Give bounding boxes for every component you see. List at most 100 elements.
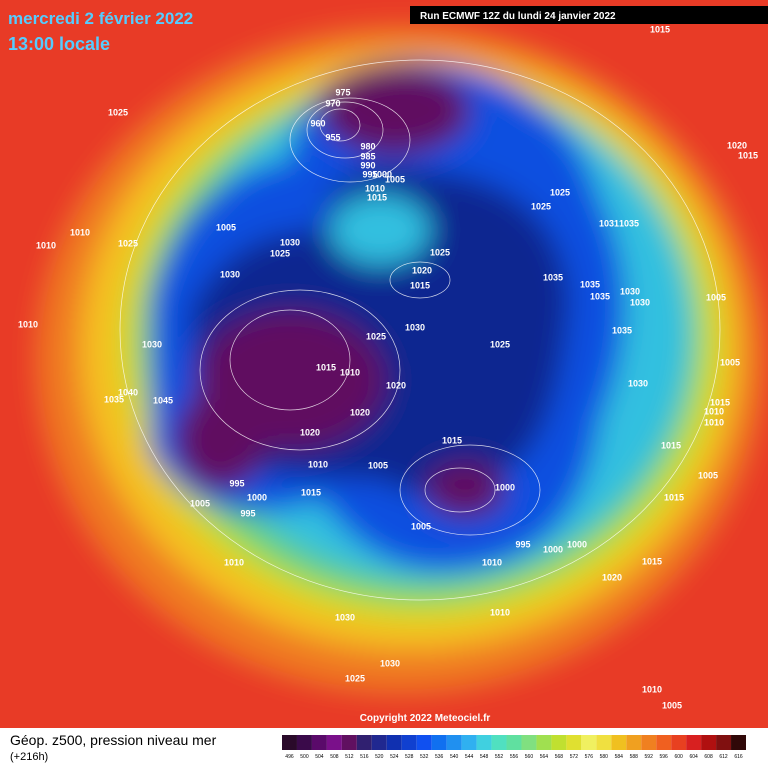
isobar-label: 1035 [612, 325, 632, 335]
scale-label: 540 [450, 754, 459, 760]
isobar-label: 1040 [118, 387, 138, 397]
isobar-label: 960 [310, 118, 325, 128]
legend-title: Géop. z500, pression niveau mer [10, 732, 217, 748]
isobar-label: 1035 [543, 272, 563, 282]
scale-label: 500 [300, 754, 309, 760]
scale-label: 552 [495, 754, 504, 760]
isobar-label: 1030 [335, 612, 355, 622]
isobar-label: 1005 [720, 357, 740, 367]
scale-label: 600 [674, 754, 683, 760]
scale-label: 528 [405, 754, 414, 760]
isobar-label: 1010 [308, 459, 328, 469]
scale-swatch [461, 735, 477, 750]
scale-swatch [596, 735, 612, 750]
scale-label: 588 [630, 754, 639, 760]
scale-label: 496 [285, 754, 294, 760]
isobar-label: 1025 [430, 247, 450, 257]
scale-label: 576 [585, 754, 594, 760]
scale-swatch [476, 735, 492, 750]
isobar-label: 1010 [642, 684, 662, 694]
scale-swatch [386, 735, 402, 750]
scale-swatch [341, 735, 357, 750]
scale-swatch [671, 735, 687, 750]
isobar-label: 1010 [224, 557, 244, 567]
isobar-label: 1000 [495, 482, 515, 492]
isobar-label: 985 [360, 151, 375, 161]
isobar-label: 1010 [490, 607, 510, 617]
scale-label: 592 [645, 754, 654, 760]
scale-label: 508 [330, 754, 339, 760]
scale-label: 604 [689, 754, 698, 760]
scale-label: 548 [480, 754, 489, 760]
isobar-label: 1010 [18, 319, 38, 329]
scale-swatch [566, 735, 582, 750]
isobar-label: 1010 [704, 406, 724, 416]
scale-swatch [611, 735, 627, 750]
isobar-label: 1030 [628, 378, 648, 388]
isobar-label: 1030 [220, 269, 240, 279]
isobar-label: 1005 [411, 521, 431, 531]
isobar-label: 1031 [599, 218, 619, 228]
scale-swatch [282, 735, 297, 750]
scale-swatch [656, 735, 672, 750]
scale-swatch [536, 735, 552, 750]
isobar-label: 1020 [602, 572, 622, 582]
scale-label: 520 [375, 754, 384, 760]
time-title: 13:00 locale [8, 34, 110, 54]
isobar-label: 1005 [698, 470, 718, 480]
isobar-label: 1025 [550, 187, 570, 197]
scale-swatch [506, 735, 522, 750]
isobar-label: 1035 [580, 279, 600, 289]
isobar-label: 1010 [704, 417, 724, 427]
scale-label: 596 [660, 754, 669, 760]
isobar-label: 1015 [661, 440, 681, 450]
scale-label: 612 [719, 754, 728, 760]
isobar-label: 1025 [108, 107, 128, 117]
isobar-label: 1015 [650, 24, 670, 34]
copyright: Copyright 2022 Meteociel.fr [360, 713, 491, 724]
isobar-label: 1045 [153, 395, 173, 405]
isobar-label: 970 [325, 98, 340, 108]
scale-swatch [641, 735, 657, 750]
isobar-label: 1030 [630, 297, 650, 307]
scale-swatch [326, 735, 342, 750]
isobar-label: 1015 [642, 556, 662, 566]
run-label: Run ECMWF 12Z du lundi 24 janvier 2022 [420, 11, 616, 22]
scale-label: 536 [435, 754, 444, 760]
scale-label: 616 [734, 754, 743, 760]
isobar-label: 1005 [706, 292, 726, 302]
isobar-label: 1015 [367, 192, 387, 202]
run-box [410, 6, 768, 24]
isobar-label: 1000 [567, 539, 587, 549]
scale-swatch [416, 735, 432, 750]
isobar-label: 1010 [482, 557, 502, 567]
scale-swatch [626, 735, 642, 750]
isobar-label: 1005 [190, 498, 210, 508]
scale-label: 584 [615, 754, 624, 760]
isobar-label: 1000 [372, 169, 392, 179]
isobar-label: 1030 [142, 339, 162, 349]
scale-label: 608 [704, 754, 713, 760]
isobars [119, 59, 721, 601]
scale-label: 568 [555, 754, 564, 760]
isobar-label: 1010 [365, 183, 385, 193]
scale-swatch [446, 735, 462, 750]
isobar-label: 1020 [300, 427, 320, 437]
scale-swatch [296, 735, 312, 750]
isobar-label: 1015 [301, 487, 321, 497]
scale-swatch [491, 735, 507, 750]
isobar-label: 1035 [104, 394, 124, 404]
isobar-label: 995 [229, 478, 244, 488]
scale-label: 544 [465, 754, 474, 760]
scale-swatch [311, 735, 327, 750]
isobar-label: 1005 [216, 222, 236, 232]
isobar-label: 1000 [543, 544, 563, 554]
scale-label: 560 [525, 754, 534, 760]
isobar-label: 995 [240, 508, 255, 518]
isobar-label: 1020 [386, 380, 406, 390]
isobar-label: 1020 [412, 265, 432, 275]
scale-label: 524 [390, 754, 399, 760]
isobar-label: 1035 [590, 291, 610, 301]
scale-swatch [431, 735, 447, 750]
